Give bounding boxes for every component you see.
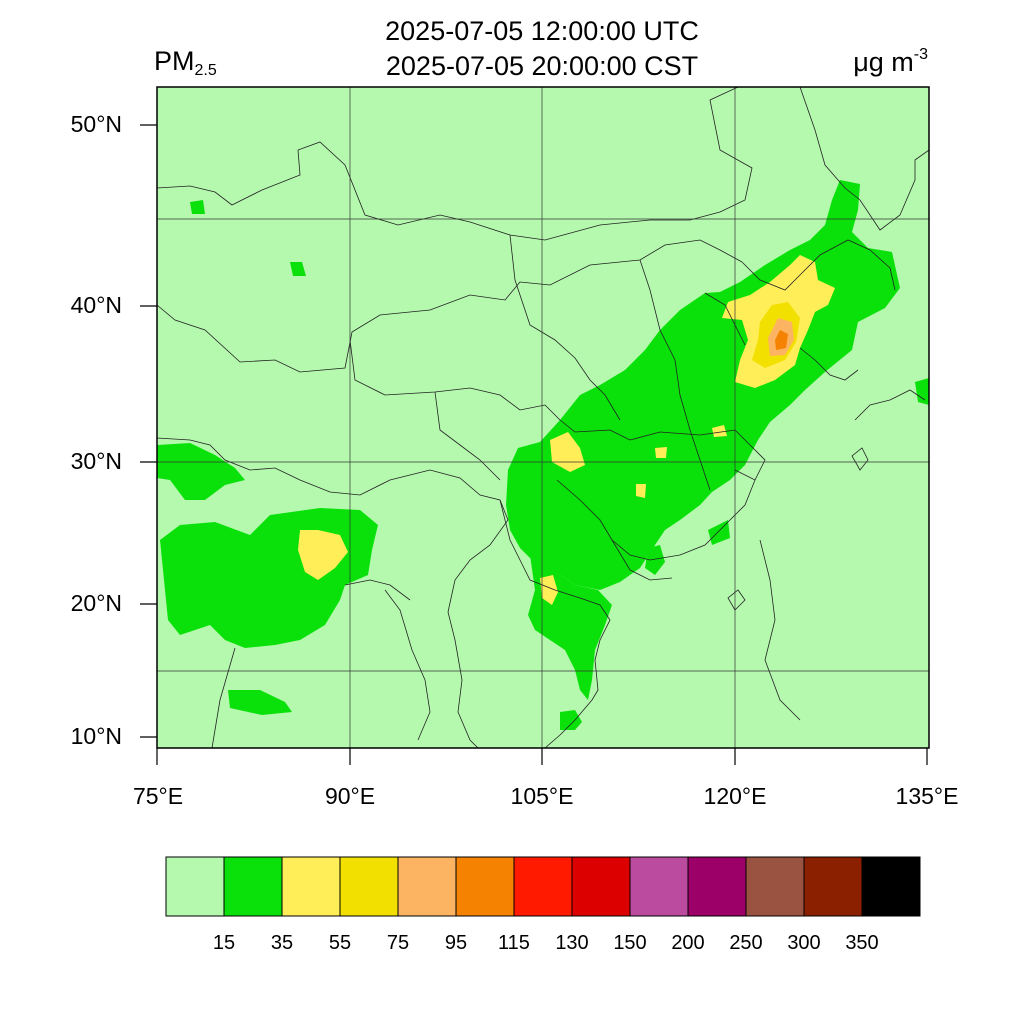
- colorbar-swatch: [629, 856, 689, 917]
- colorbar-level-label: 95: [444, 932, 468, 954]
- colorbar-swatch: [803, 856, 863, 917]
- units-base: μg m: [853, 47, 914, 77]
- colorbar-swatch: [513, 856, 573, 917]
- colorbar-level-label: 200: [671, 932, 705, 954]
- lon-label-75e: 75°E: [132, 783, 184, 809]
- colorbar-level-label: 35: [270, 932, 294, 954]
- colorbar-swatch: [339, 856, 399, 917]
- colorbar-level-label: 115: [498, 932, 530, 954]
- colorbar-swatch: [571, 856, 631, 917]
- lat-label-50n: 50°N: [70, 111, 122, 137]
- colorbar-swatch: [281, 856, 341, 917]
- units-label: μg m-3: [853, 46, 928, 78]
- colorbar-swatch: [687, 856, 747, 917]
- plot-frame: [156, 86, 930, 749]
- colorbar-level-label: 55: [328, 932, 352, 954]
- colorbar-level-label: 130: [555, 932, 589, 954]
- lon-label-120e: 120°E: [703, 783, 767, 809]
- colorbar-swatch: [861, 856, 921, 917]
- title-cst: 2025-07-05 20:00:00 CST: [385, 51, 699, 81]
- colorbar-swatch: [455, 856, 515, 917]
- colorbar-level-label: 15: [212, 932, 236, 954]
- boundaries: [157, 87, 929, 748]
- units-exponent: -3: [913, 46, 928, 63]
- variable-subscript: 2.5: [194, 62, 217, 79]
- band-95-115: [775, 330, 788, 350]
- colorbar-level-label: 300: [787, 932, 821, 954]
- lat-label-20n: 20°N: [70, 590, 122, 616]
- tick-marks: [140, 124, 928, 765]
- title-utc: 2025-07-05 12:00:00 UTC: [385, 16, 699, 46]
- colorbar-level-label: 250: [729, 932, 763, 954]
- colorbar-level-label: 350: [845, 932, 879, 954]
- lat-label-30n: 30°N: [70, 448, 122, 474]
- colorbar-swatch: [165, 856, 225, 917]
- variable-label: PM2.5: [154, 46, 217, 80]
- variable-name: PM: [154, 46, 195, 76]
- graticule: [157, 87, 929, 748]
- lon-label-135e: 135°E: [895, 783, 959, 809]
- lon-label-105e: 105°E: [510, 783, 574, 809]
- lat-label-10n: 10°N: [70, 723, 122, 749]
- colorbar-swatch: [223, 856, 283, 917]
- lon-label-90e: 90°E: [324, 783, 376, 809]
- lat-label-40n: 40°N: [70, 292, 122, 318]
- colorbar-swatch: [397, 856, 457, 917]
- colorbar-swatch: [745, 856, 805, 917]
- colorbar-level-label: 150: [613, 932, 647, 954]
- colorbar-level-label: 75: [386, 932, 410, 954]
- colorbar: [165, 856, 921, 917]
